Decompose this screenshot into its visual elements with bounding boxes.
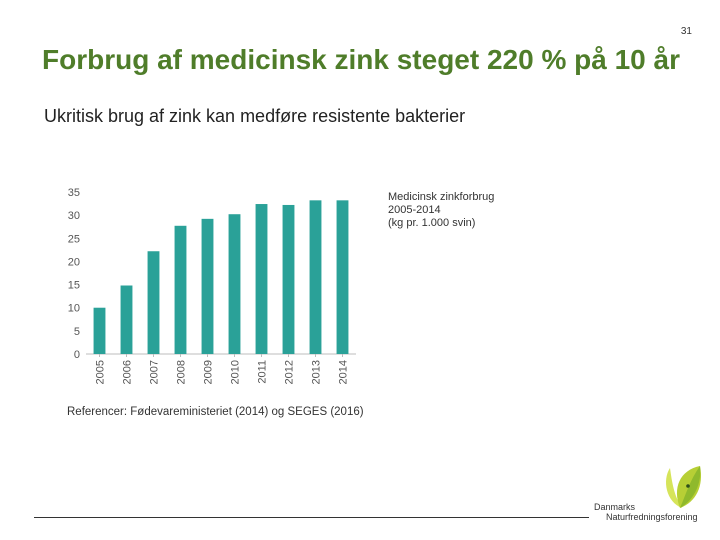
x-tick-label: 2006 <box>122 360 134 384</box>
zinc-consumption-bar-chart: 0 5 10 15 20 25 30 35 2005 2006 2007 2008 2009 2010 20… <box>68 187 356 384</box>
organization-logo: Danmarks Naturfredningsforening <box>594 462 708 528</box>
y-tick-label: 25 <box>68 233 80 245</box>
bar-2008 <box>174 225 187 354</box>
x-tick-label: 2013 <box>311 360 323 384</box>
x-tick-label: 2005 <box>95 360 107 384</box>
y-tick-label: 15 <box>68 280 80 292</box>
footer-divider <box>34 517 589 518</box>
reference-text: Referencer: Fødevareministeriet (2014) o… <box>67 406 364 418</box>
x-tick-label: 2012 <box>284 360 296 384</box>
y-tick-label: 0 <box>74 349 80 361</box>
chart-caption-unit: (kg pr. 1.000 svin) <box>388 217 476 229</box>
y-tick-label: 20 <box>68 256 80 268</box>
leaf-logo-icon <box>666 466 702 508</box>
page-number: 31 <box>680 26 692 37</box>
x-tick-label: 2009 <box>203 360 215 384</box>
x-tick-label: 2008 <box>176 360 188 384</box>
bar-2014 <box>336 200 349 354</box>
x-tick-label: 2011 <box>257 360 269 384</box>
y-tick-label: 35 <box>68 187 80 199</box>
bar-2005 <box>93 307 106 354</box>
chart-caption-period: 2005-2014 <box>388 204 441 216</box>
bar-2010 <box>228 214 241 354</box>
bar-2012 <box>282 204 295 354</box>
y-tick-label: 5 <box>74 326 80 338</box>
logo-text-line2: Naturfredningsforening <box>606 512 698 522</box>
bar-2006 <box>120 285 133 354</box>
y-tick-label: 10 <box>68 303 80 315</box>
bar-2009 <box>201 218 214 354</box>
x-tick-label: 2014 <box>338 360 350 384</box>
bar-2011 <box>255 204 268 354</box>
logo-text: Danmarks Naturfredningsforening <box>594 502 698 522</box>
slide-title: Forbrug af medicinsk zink steget 220 % p… <box>42 44 680 75</box>
x-tick-label: 2010 <box>230 360 242 384</box>
logo-text-line1: Danmarks <box>594 502 636 512</box>
x-tick-label: 2007 <box>149 360 161 384</box>
y-tick-label: 30 <box>68 210 80 222</box>
slide-subtitle: Ukritisk brug af zink kan medføre resist… <box>44 106 466 126</box>
chart-caption: Medicinsk zinkforbrug 2005-2014 (kg pr. … <box>388 191 494 230</box>
bar-2013 <box>309 200 322 354</box>
chart-caption-title: Medicinsk zinkforbrug <box>388 191 495 203</box>
bar-2007 <box>147 251 160 354</box>
